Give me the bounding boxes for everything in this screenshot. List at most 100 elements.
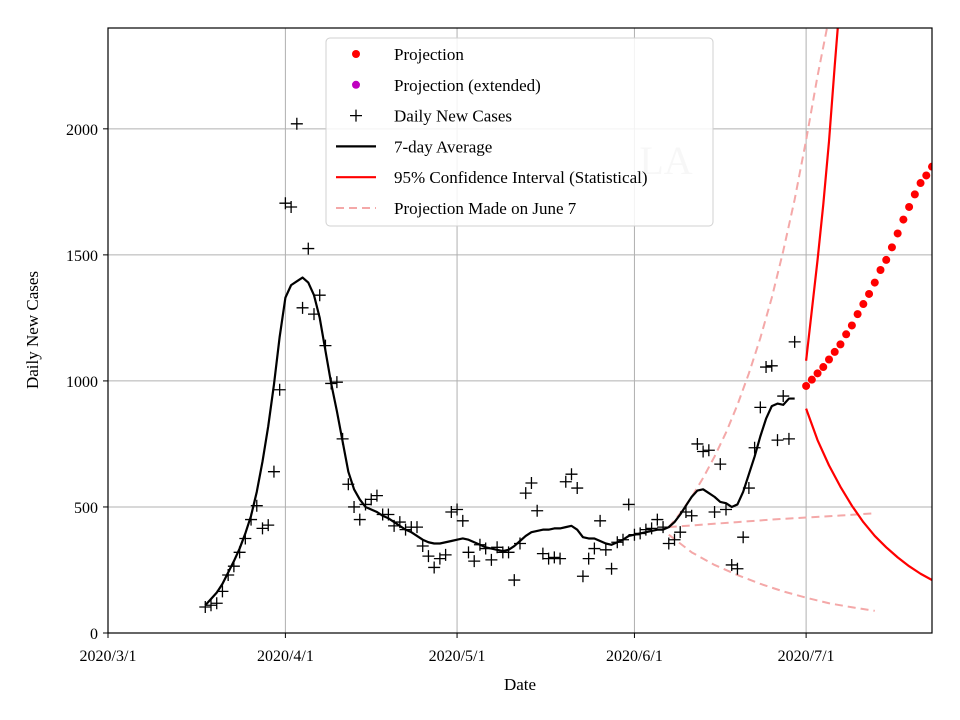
daily-cases-point bbox=[393, 516, 406, 529]
daily-cases-point bbox=[359, 498, 372, 511]
daily-cases-point bbox=[313, 289, 326, 302]
daily-cases-point bbox=[428, 561, 441, 574]
legend-label: 95% Confidence Interval (Statistical) bbox=[394, 168, 648, 187]
y-axis-label: Daily New Cases bbox=[23, 271, 42, 389]
daily-cases-point bbox=[531, 504, 544, 517]
legend-item-projection_ext: Projection (extended) bbox=[352, 76, 541, 95]
daily-cases-point bbox=[582, 552, 595, 565]
daily-cases-point bbox=[502, 546, 515, 559]
daily-cases-point bbox=[330, 376, 343, 389]
daily-cases-point bbox=[628, 528, 641, 541]
legend-label: Daily New Cases bbox=[394, 107, 512, 126]
daily-cases-point bbox=[302, 242, 315, 255]
projection-point bbox=[905, 202, 914, 211]
daily-cases-point bbox=[731, 562, 744, 575]
daily-cases-point bbox=[720, 503, 732, 516]
daily-cases-point bbox=[308, 308, 320, 321]
x-tick-label: 2020/3/1 bbox=[80, 648, 137, 665]
daily-cases-point bbox=[668, 533, 681, 546]
projection-point bbox=[859, 300, 868, 309]
daily-cases-point bbox=[262, 519, 275, 532]
daily-cases-point bbox=[336, 432, 349, 445]
daily-cases-point bbox=[514, 537, 526, 550]
projection-point bbox=[922, 171, 931, 180]
legend-box bbox=[325, 37, 714, 227]
legend-item-daily: Daily New Cases bbox=[350, 107, 512, 126]
daily-cases-point bbox=[508, 574, 521, 587]
daily-cases-point bbox=[708, 506, 721, 518]
projection-point bbox=[842, 330, 851, 339]
daily-cases-point bbox=[382, 508, 395, 521]
x-tick-label: 2020/4/1 bbox=[257, 648, 314, 665]
y-tick-label: 2000 bbox=[66, 122, 98, 139]
daily-cases-point bbox=[639, 523, 652, 536]
daily-cases-point bbox=[273, 383, 286, 396]
daily-cases-point bbox=[325, 377, 338, 390]
legend-marker bbox=[352, 80, 360, 89]
daily-cases-point bbox=[605, 562, 618, 575]
95-ci-lower-line bbox=[805, 408, 932, 582]
legend-item-avg: 7-day Average bbox=[336, 137, 492, 156]
daily-cases-point bbox=[702, 444, 715, 457]
plot-frame bbox=[107, 27, 933, 634]
projection-point bbox=[807, 375, 816, 384]
daily-cases-point bbox=[519, 487, 532, 500]
daily-cases-point bbox=[445, 506, 458, 518]
projection-point bbox=[910, 190, 919, 199]
daily-cases-point bbox=[245, 513, 258, 526]
95-ci-upper-line bbox=[805, 28, 839, 361]
daily-cases-point bbox=[250, 499, 263, 512]
legend-marker bbox=[350, 109, 362, 122]
daily-cases-point bbox=[788, 335, 801, 348]
daily-cases-point bbox=[256, 522, 269, 535]
projection-point bbox=[928, 162, 932, 171]
daily-cases-point bbox=[479, 542, 492, 555]
daily-cases-point bbox=[571, 482, 584, 495]
y-tick-label: 1500 bbox=[66, 248, 98, 265]
daily-cases-point bbox=[353, 513, 366, 526]
projection-point bbox=[916, 179, 925, 188]
daily-cases-point bbox=[468, 555, 481, 568]
daily-cases-point bbox=[559, 475, 572, 488]
daily-cases-point bbox=[422, 550, 435, 563]
projection-point bbox=[887, 243, 896, 252]
daily-cases-point bbox=[754, 401, 767, 414]
daily-cases-point bbox=[651, 513, 664, 526]
daily-cases-point bbox=[239, 532, 252, 545]
daily-cases-point bbox=[342, 478, 355, 491]
projection-point bbox=[802, 381, 811, 390]
projection-point bbox=[882, 255, 891, 264]
daily-cases-point bbox=[611, 536, 624, 549]
daily-cases-point bbox=[777, 390, 790, 403]
daily-cases-point bbox=[742, 482, 755, 495]
daily-cases-point bbox=[411, 521, 423, 534]
daily-cases-point bbox=[233, 546, 246, 559]
daily-cases-point bbox=[285, 200, 298, 213]
daily-cases-point bbox=[657, 521, 670, 534]
june-7-projection-upper-line bbox=[668, 28, 829, 528]
x-tick-label: 2020/6/1 bbox=[606, 648, 663, 665]
projection-point bbox=[899, 215, 908, 224]
daily-cases-point bbox=[748, 441, 761, 454]
daily-cases-point bbox=[290, 117, 303, 130]
daily-cases-point bbox=[622, 498, 635, 511]
june-7-projection-middle-line bbox=[668, 512, 875, 529]
projection-point bbox=[865, 289, 874, 298]
legend: Projection Projection (extended) Daily New… bbox=[325, 37, 714, 227]
daily-cases-point bbox=[222, 569, 235, 582]
legend-label: 7-day Average bbox=[394, 137, 492, 156]
daily-cases-point bbox=[576, 570, 589, 583]
daily-cases-point bbox=[416, 540, 429, 553]
y-tick-label: 0 bbox=[90, 626, 98, 643]
daily-cases-point bbox=[685, 509, 698, 522]
projection-point bbox=[870, 278, 879, 287]
daily-cases-point bbox=[319, 339, 332, 352]
daily-cases-point bbox=[536, 547, 549, 560]
daily-cases-point bbox=[227, 560, 240, 573]
daily-cases-point bbox=[737, 531, 750, 544]
daily-cases-point bbox=[548, 551, 561, 564]
daily-cases-point bbox=[210, 597, 223, 610]
y-tick-label: 500 bbox=[74, 500, 98, 517]
daily-cases-point bbox=[594, 514, 607, 527]
